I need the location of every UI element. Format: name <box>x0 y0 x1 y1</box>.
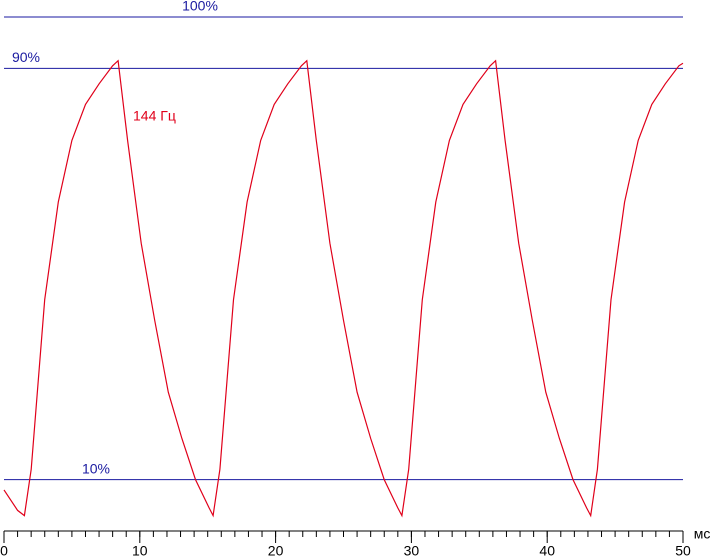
series-label: 144 Гц <box>133 108 176 124</box>
x-tick-label: 10 <box>132 543 148 559</box>
x-tick-label: 20 <box>268 543 284 559</box>
x-tick-label: 50 <box>675 543 691 559</box>
reference-label: 100% <box>182 0 218 14</box>
x-axis-label: мс <box>694 526 711 542</box>
x-tick-label: 40 <box>539 543 555 559</box>
reference-label: 90% <box>12 49 40 65</box>
x-tick-label: 0 <box>0 543 8 559</box>
x-tick-label: 30 <box>404 543 420 559</box>
reference-label: 10% <box>82 460 110 476</box>
series-line <box>3 59 684 518</box>
